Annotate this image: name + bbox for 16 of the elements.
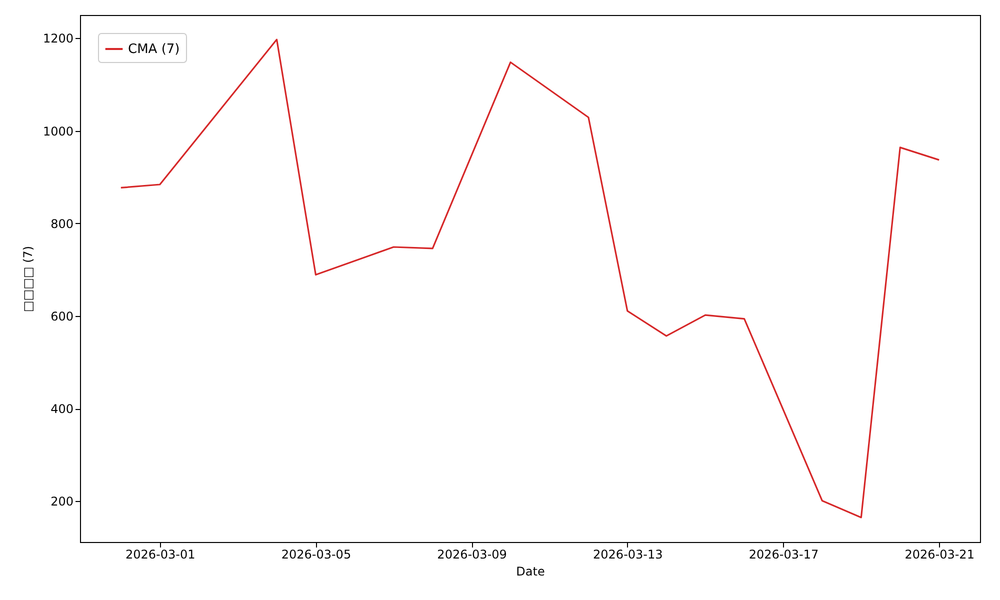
x-tick-label: 2026-03-09 [437,548,507,562]
x-tick-label: 2026-03-05 [281,548,352,562]
x-tick-label: 2026-03-21 [904,548,974,562]
line-series [120,38,940,518]
x-tick-label: 2026-03-17 [748,548,819,562]
y-tick-label: 1200 [42,32,74,46]
y-tick-label: 800 [50,216,74,231]
x-tick-label: 2026-03-13 [593,548,663,562]
legend-label: CMA (7) [128,42,180,57]
y-axis-title: □□□□ (7) [20,246,35,312]
x-axis-title: Date [516,564,545,578]
y-tick-label: 400 [50,402,74,416]
x-tick-label: 2026-03-01 [125,548,196,562]
y-tick-label: 600 [50,310,74,324]
y-tick-label: 200 [50,494,74,509]
y-tick-label: 1000 [42,124,74,138]
